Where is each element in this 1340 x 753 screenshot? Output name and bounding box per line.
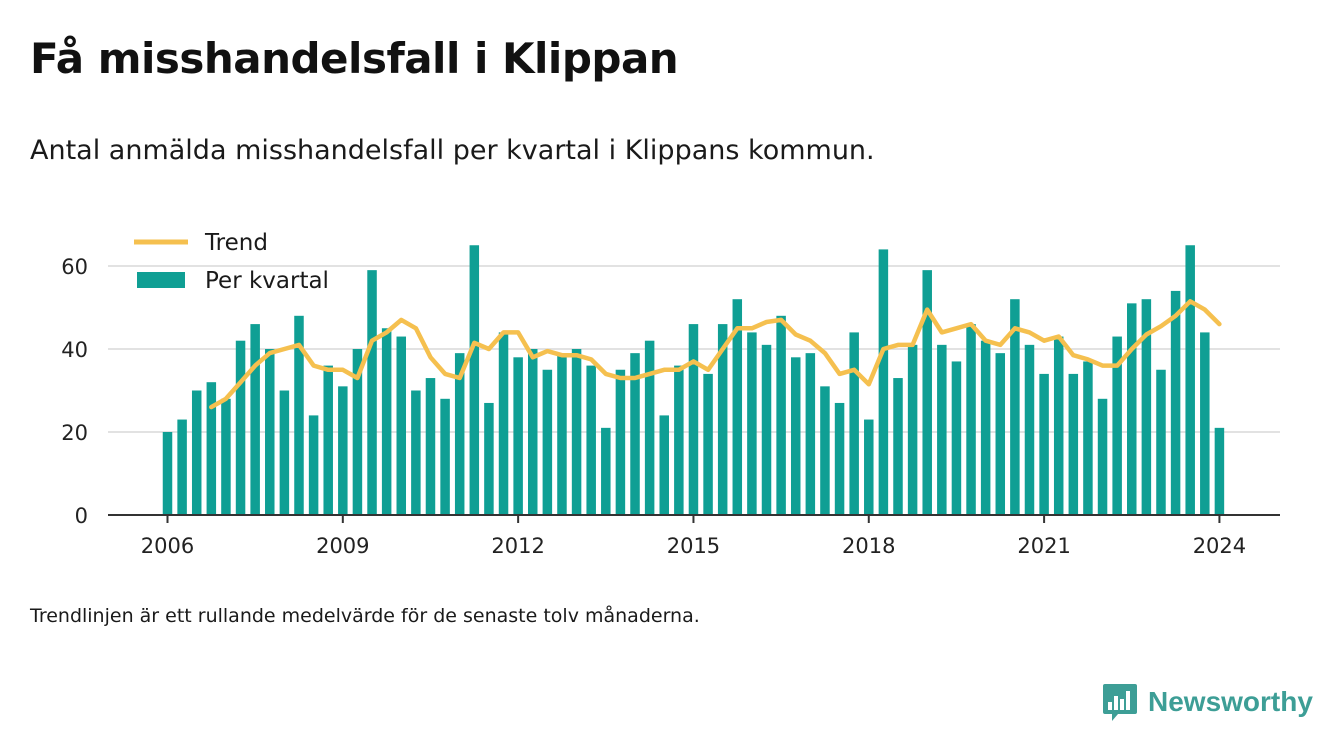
bars — [162, 245, 1225, 515]
x-tick-label: 2012 — [491, 534, 544, 558]
y-tick-label: 0 — [75, 504, 88, 528]
page-subtitle: Antal anmälda misshandelsfall per kvarta… — [30, 135, 875, 166]
footnote: Trendlinjen är ett rullande medelvärde f… — [30, 605, 700, 627]
bar — [191, 390, 202, 515]
bar — [747, 332, 757, 515]
bar — [951, 361, 962, 515]
bar — [805, 353, 816, 515]
bar — [308, 415, 319, 515]
legend-swatch-per-kvartal — [137, 272, 185, 288]
bar — [630, 353, 640, 515]
x-tick-label: 2021 — [1017, 534, 1070, 558]
bar — [411, 390, 421, 515]
bar — [703, 373, 713, 515]
bar — [849, 332, 859, 515]
bar — [1053, 336, 1064, 515]
bar — [323, 365, 333, 515]
bar — [937, 344, 947, 515]
page-title: Få misshandelsfall i Klippan — [30, 34, 679, 83]
x-tick-label: 2015 — [667, 534, 720, 558]
newsworthy-bar-chart-logo-icon — [1103, 684, 1137, 721]
bar — [235, 340, 246, 515]
bar — [1185, 245, 1195, 515]
bar — [586, 365, 596, 515]
bar — [776, 315, 786, 515]
bar — [966, 324, 976, 515]
bar — [674, 365, 684, 515]
brand-name: Newsworthy — [1148, 686, 1313, 717]
bar — [338, 386, 348, 515]
bar — [717, 324, 728, 515]
bar — [542, 369, 553, 515]
bar — [1112, 336, 1122, 515]
bar — [644, 340, 655, 515]
bar — [1141, 299, 1152, 515]
bar — [294, 315, 304, 515]
y-tick-label: 60 — [61, 255, 88, 279]
bar — [1068, 373, 1079, 515]
bar — [221, 398, 231, 515]
bar — [279, 390, 290, 515]
bar — [980, 340, 991, 515]
x-tick-label: 2018 — [842, 534, 895, 558]
bar — [761, 344, 772, 515]
bar — [1170, 290, 1181, 515]
legend-label-per-kvartal: Per kvartal — [205, 268, 329, 294]
bar — [1214, 427, 1225, 515]
x-tick-label: 2024 — [1193, 534, 1246, 558]
bar — [732, 299, 743, 515]
bar — [1097, 398, 1108, 515]
bar — [615, 369, 626, 515]
bar — [1083, 361, 1093, 515]
bar — [367, 270, 377, 515]
x-tick-label: 2006 — [141, 534, 194, 558]
bar — [907, 344, 918, 515]
bar — [995, 353, 1006, 515]
bar — [834, 402, 845, 515]
bar — [1039, 373, 1049, 515]
bar — [688, 324, 699, 515]
bar — [1156, 369, 1166, 515]
bar — [922, 270, 932, 515]
trend-line — [209, 299, 1222, 410]
bar — [601, 427, 611, 515]
bar — [381, 328, 392, 515]
bar — [1010, 299, 1020, 515]
x-tick-label: 2009 — [316, 534, 369, 558]
bar — [498, 332, 509, 515]
bar — [528, 349, 538, 515]
bar — [206, 382, 217, 515]
y-tick-label: 20 — [61, 421, 88, 445]
bar — [352, 349, 363, 515]
legend: Trend Per kvartal — [134, 230, 329, 294]
bar — [265, 349, 275, 515]
bar — [484, 402, 494, 515]
bar — [864, 419, 874, 515]
bar — [790, 357, 801, 515]
bar — [425, 378, 436, 515]
bar — [469, 245, 480, 515]
chart: 0 20 40 60 2006 2009 2012 2015 2018 2021 2024 Tren… — [61, 230, 1280, 558]
bar — [177, 419, 187, 515]
bar — [1127, 303, 1137, 515]
bar — [893, 378, 903, 515]
bar — [557, 353, 567, 515]
brand-logo: Newsworthy — [1102, 682, 1313, 722]
bar — [820, 386, 830, 515]
axes: 0 20 40 60 2006 2009 2012 2015 2018 2021 2024 — [61, 255, 1280, 558]
bar — [1200, 332, 1210, 515]
bar — [162, 432, 173, 515]
trend-line-group — [209, 299, 1222, 410]
bar — [440, 398, 450, 515]
bar — [454, 353, 465, 515]
bar — [396, 336, 407, 515]
bar — [878, 249, 889, 515]
bar — [571, 349, 582, 515]
bar — [250, 324, 260, 515]
bar — [513, 357, 523, 515]
bar — [1024, 344, 1035, 515]
legend-label-trend: Trend — [204, 230, 268, 256]
bar — [659, 415, 669, 515]
y-tick-label: 40 — [61, 338, 88, 362]
